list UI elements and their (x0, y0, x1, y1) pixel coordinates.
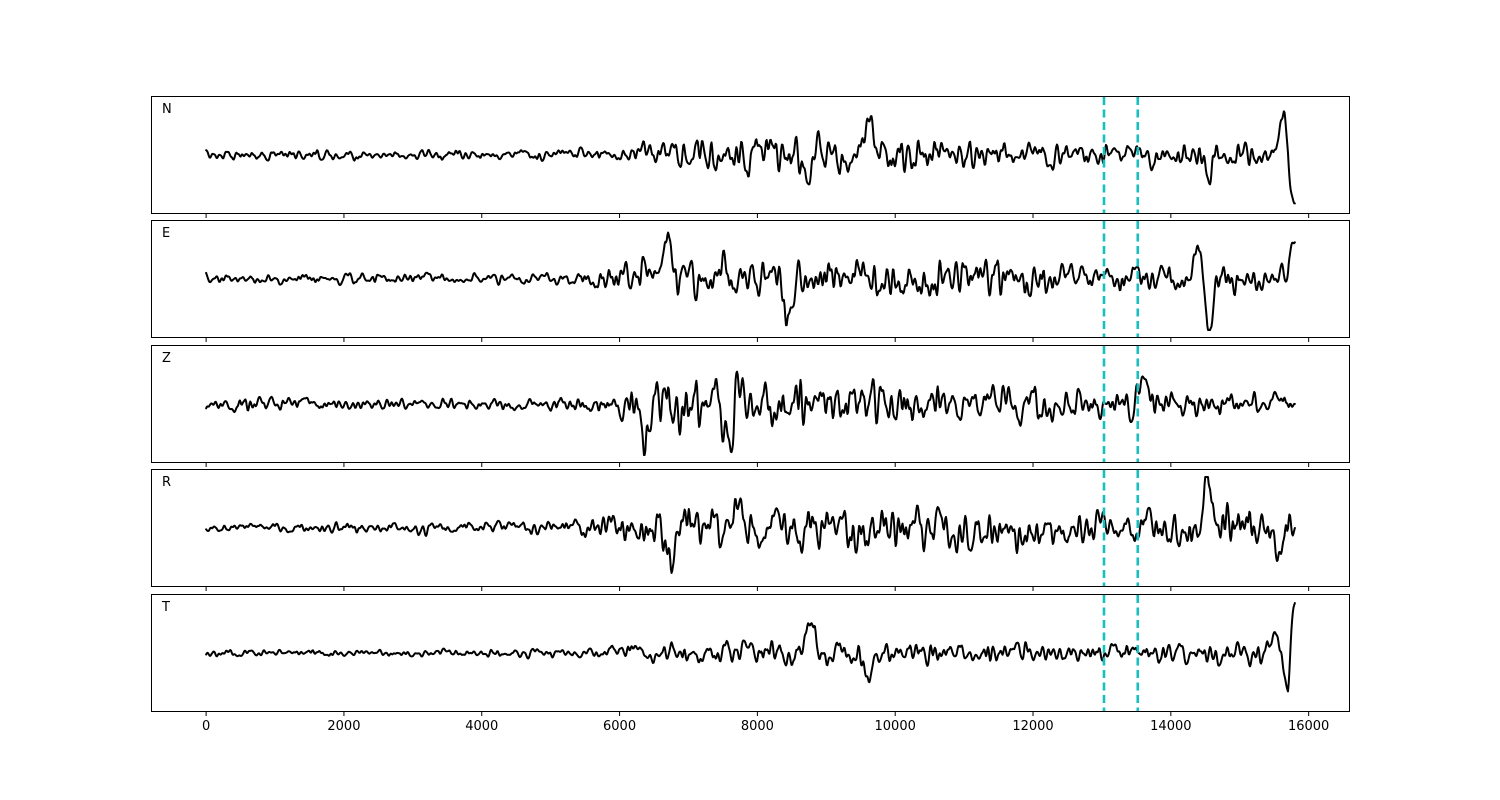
panel-label: N (162, 102, 172, 117)
x-tick-label: 12000 (1012, 719, 1053, 734)
panel-frame (151, 345, 1350, 463)
panel-label: Z (162, 351, 171, 366)
trace-line-e (205, 231, 1296, 331)
panel-frame (151, 469, 1350, 587)
panel-frame (151, 594, 1350, 712)
trace-line-t (205, 602, 1296, 693)
panel-label: T (161, 600, 170, 615)
trace-line-n (205, 110, 1296, 205)
x-tick-label: 8000 (741, 719, 774, 734)
x-tick-label: 10000 (875, 719, 916, 734)
x-tick-label: 2000 (327, 719, 360, 734)
trace-line-r (205, 476, 1296, 574)
trace-line-z (205, 370, 1296, 456)
panel-t: T (151, 594, 1350, 716)
panel-r: R (151, 469, 1350, 591)
x-tick-label: 16000 (1288, 719, 1329, 734)
panel-z: Z (151, 345, 1350, 467)
x-tick-label: 4000 (465, 719, 498, 734)
x-axis: 0 2000 4000 6000 8000 10000 12000 14000 16000 (202, 719, 1329, 734)
x-tick-label: 14000 (1150, 719, 1191, 734)
panel-n: N (151, 96, 1350, 218)
panels-group: N E Z R T (151, 96, 1350, 716)
panel-e: E (151, 220, 1350, 342)
panel-label: R (162, 475, 171, 490)
x-tick-label: 0 (202, 719, 210, 734)
panel-label: E (162, 226, 170, 241)
panel-frame (151, 220, 1350, 338)
x-tick-label: 6000 (603, 719, 636, 734)
panel-frame (151, 96, 1350, 214)
